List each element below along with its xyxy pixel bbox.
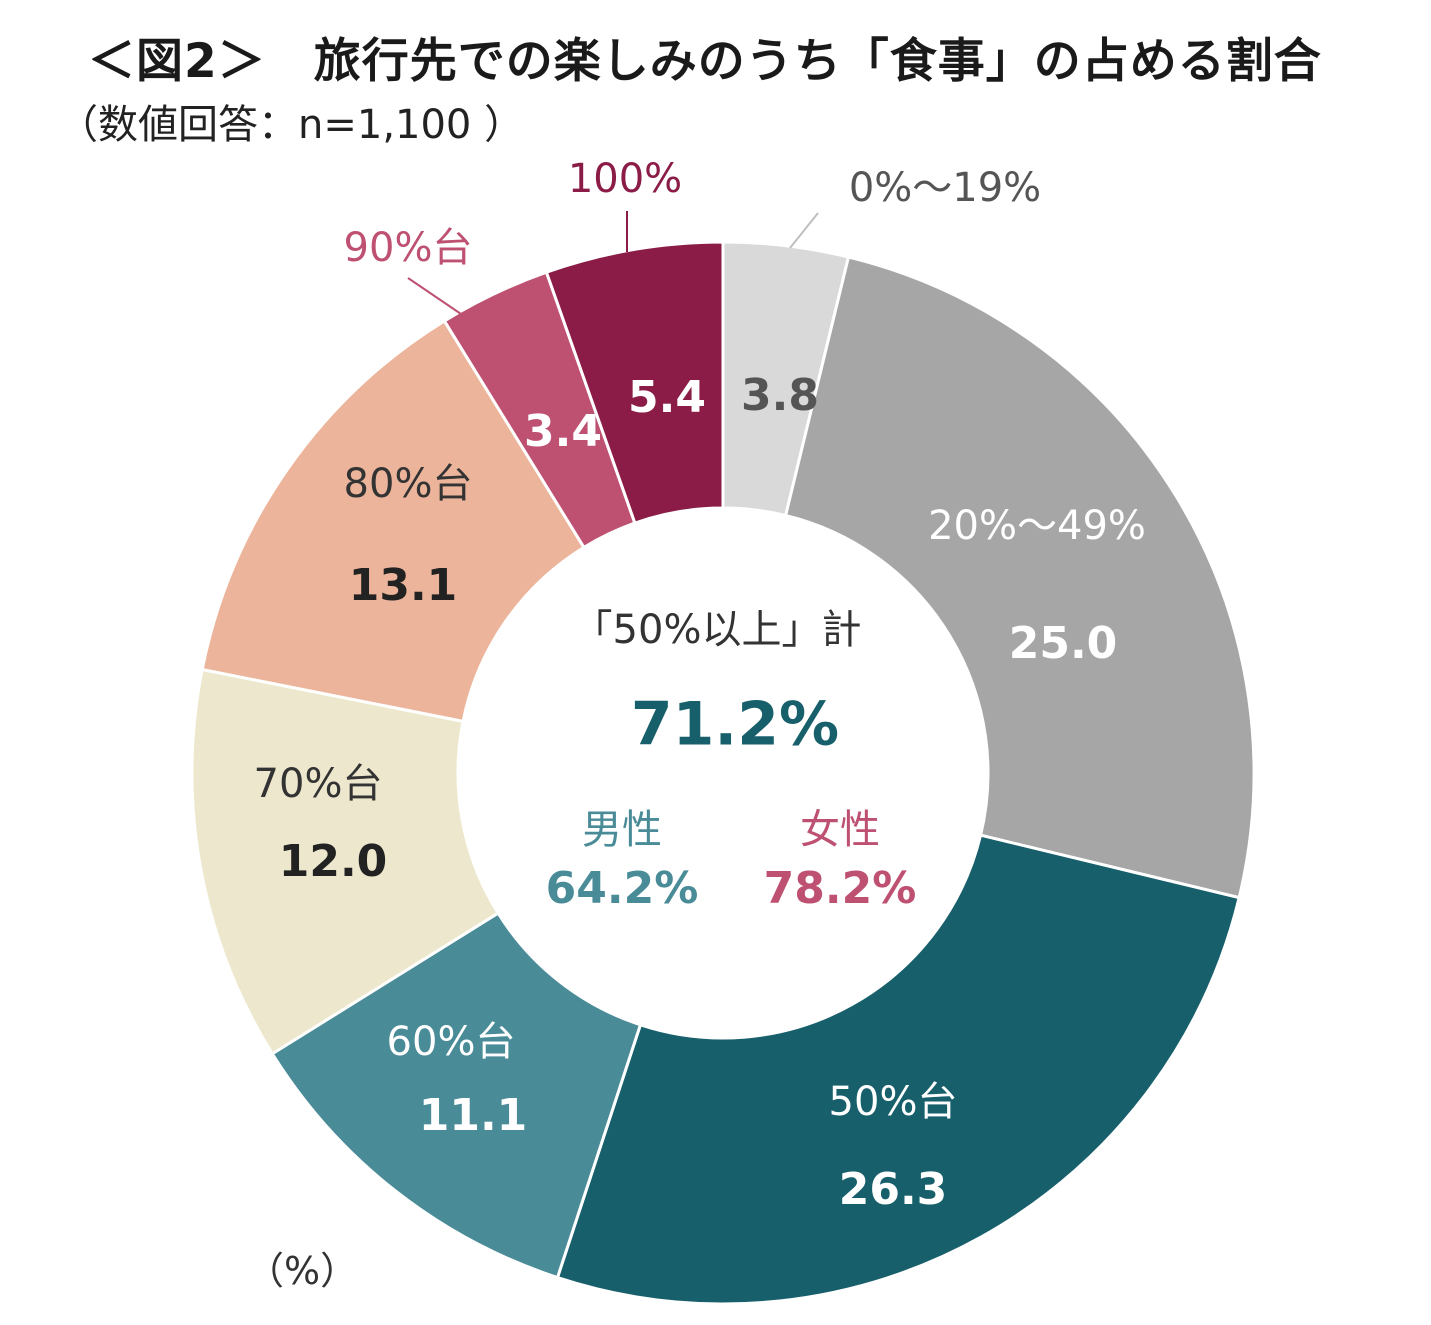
slice-value-4: 11.1 — [419, 1090, 528, 1141]
slice-2 — [783, 255, 1256, 900]
slice-label-2: 20%～49% — [928, 503, 1146, 549]
slice-value-8: 5.4 — [628, 372, 706, 423]
female-value: 78.2% — [764, 863, 917, 914]
donut-center: 「50%以上」計 71.2% 男性 64.2% 女性 78.2% — [546, 607, 917, 914]
male-value: 64.2% — [546, 863, 699, 914]
slice-label-1: 0%～19% — [849, 165, 1041, 211]
slice-label-5: 70%台 — [254, 761, 383, 807]
slice-8 — [544, 240, 725, 525]
chart-subtitle: （数値回答：n=1,100 ） — [58, 102, 525, 148]
slice-value-6: 13.1 — [349, 560, 458, 611]
slice-label-8: 100% — [568, 156, 682, 202]
slice-label-7: 90%台 — [344, 225, 473, 271]
slice-label-4: 60%台 — [387, 1019, 516, 1065]
leader-line-7 — [407, 277, 462, 315]
slice-value-3: 26.3 — [839, 1164, 948, 1215]
female-label: 女性 — [800, 807, 880, 853]
slice-5 — [190, 667, 501, 1056]
slice-6 — [200, 318, 587, 724]
leader-lines — [407, 211, 819, 315]
chart-title: ＜図2＞ 旅行先での楽しみのうち「食事」の占める割合 — [88, 34, 1322, 89]
slice-value-2: 25.0 — [1009, 618, 1118, 669]
male-label: 男性 — [582, 807, 662, 853]
slice-label-3: 50%台 — [829, 1079, 958, 1125]
center-label: 「50%以上」計 — [573, 607, 862, 653]
leader-line-1 — [789, 212, 819, 249]
center-total-value: 71.2% — [631, 690, 839, 760]
slice-labels: 0%～19% 3.8 20%～49% 25.0 50%台 26.3 60%台 11.1 70%台… — [254, 156, 1146, 1215]
slice-label-6: 80%台 — [344, 461, 473, 507]
slice-value-1: 3.8 — [741, 370, 819, 421]
unit-label: （%） — [246, 1249, 359, 1293]
slice-3 — [555, 833, 1241, 1306]
slice-4 — [270, 911, 643, 1280]
donut-slices — [190, 240, 1256, 1306]
slice-value-7: 3.4 — [524, 406, 602, 457]
slice-value-5: 12.0 — [279, 836, 388, 887]
